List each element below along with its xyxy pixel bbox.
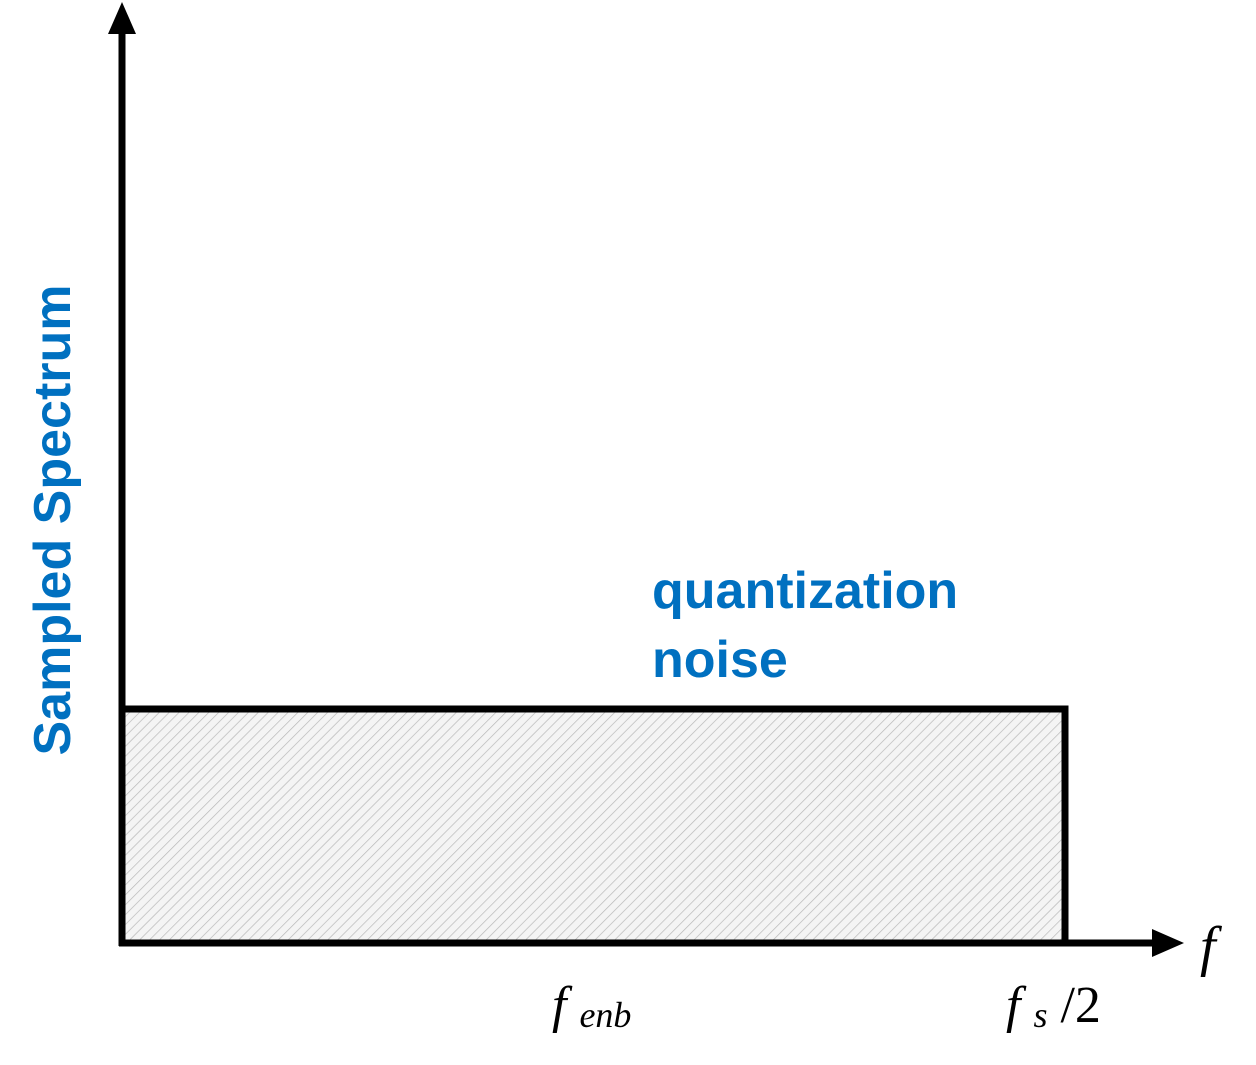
tick-fs-sub: s [1033, 995, 1047, 1035]
tick-fenb-sub: enb [579, 995, 631, 1035]
y-axis-label: Sampled Spectrum [24, 284, 82, 755]
noise-band-hatch [122, 709, 1065, 943]
noise-band-outline [122, 705, 1069, 943]
tick-label-fs-half: f s /2 [1006, 977, 1101, 1039]
x-axis-arrowhead [1152, 929, 1184, 957]
tick-fenb-base: f [552, 977, 573, 1034]
tick-label-fenb: f enb [552, 977, 631, 1035]
tick-fs-suffix: /2 [1060, 977, 1100, 1034]
y-axis-arrowhead [108, 2, 136, 34]
x-axis-symbol: f [1200, 916, 1223, 978]
tick-fs-base: f [1006, 977, 1027, 1034]
noise-label-line1: quantization [652, 562, 958, 620]
noise-label-line2: noise [652, 631, 788, 689]
